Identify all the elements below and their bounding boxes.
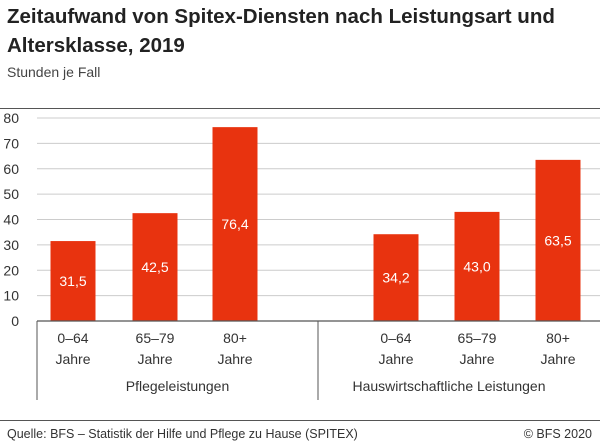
x-tick-label-line2: Jahre [540, 351, 575, 367]
source-note: Quelle: BFS – Statistik der Hilfe und Pf… [7, 427, 358, 441]
data-label: 63,5 [544, 232, 571, 248]
bar [50, 241, 96, 321]
chart-subtitle: Stunden je Fall [7, 64, 101, 80]
y-tick-label: 50 [3, 186, 19, 202]
y-tick-label: 10 [3, 288, 19, 304]
bar [454, 211, 500, 321]
x-tick-label-line2: Jahre [137, 351, 172, 367]
x-tick-label-line2: Jahre [378, 351, 413, 367]
bar-chart: 0 10 20 30 40 50 60 70 80 31,5 0–64 Jahre 42,5 65–79 J… [3, 110, 600, 400]
data-label: 31,5 [59, 273, 86, 289]
x-tick-label-line2: Jahre [217, 351, 252, 367]
bar [373, 234, 419, 321]
x-tick-label-line2: Jahre [459, 351, 494, 367]
copyright-note: © BFS 2020 [523, 427, 592, 441]
x-tick-label: 80+ [223, 330, 247, 346]
group-label: Pflegeleistungen [126, 378, 230, 394]
bar [132, 213, 178, 321]
top-rule [0, 108, 600, 109]
chart-title: Zeitaufwand von Spitex-Diensten nach Lei… [7, 5, 555, 57]
x-tick-label: 65–79 [136, 330, 175, 346]
y-tick-label: 20 [3, 262, 19, 278]
data-label: 34,2 [382, 270, 409, 286]
data-label: 42,5 [141, 259, 168, 275]
y-tick-label: 80 [3, 110, 19, 126]
y-tick-label: 30 [3, 237, 19, 253]
bar [212, 127, 258, 321]
bottom-rule [0, 420, 600, 421]
y-tick-label: 40 [3, 212, 19, 228]
x-tick-label: 65–79 [458, 330, 497, 346]
x-tick-label: 80+ [546, 330, 570, 346]
y-tick-label: 0 [11, 313, 19, 329]
x-tick-label: 0–64 [380, 330, 411, 346]
x-tick-label-line2: Jahre [55, 351, 90, 367]
y-tick-label: 70 [3, 135, 19, 151]
y-tick-label: 60 [3, 161, 19, 177]
data-label: 43,0 [463, 258, 490, 274]
x-tick-label: 0–64 [57, 330, 88, 346]
group-label: Hauswirtschaftliche Leistungen [353, 378, 546, 394]
bar [535, 159, 581, 321]
data-label: 76,4 [221, 216, 248, 232]
